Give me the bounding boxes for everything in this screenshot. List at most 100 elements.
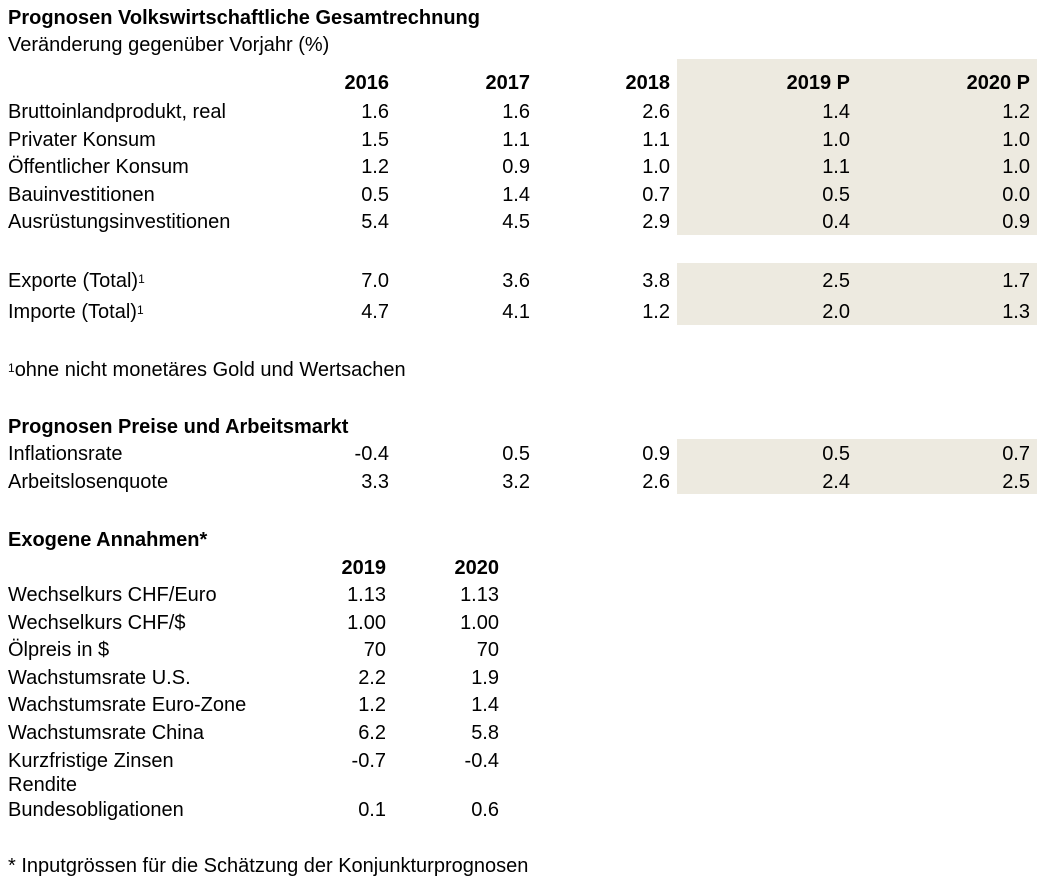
cell: 1.5 [361,129,389,151]
gdp-footnote: 1ohne nicht monetäres Gold und Wertsache… [8,358,406,382]
cell: 5.8 [471,722,499,744]
cell: 1.13 [347,584,386,606]
cell: 1.00 [460,612,499,634]
row-label-text: Exporte (Total) [8,270,139,292]
row-label: Öffentlicher Konsum [8,156,189,178]
cell: 2.0 [822,301,850,323]
row-label: Rendite [8,774,77,796]
cell: 3.2 [502,471,530,493]
cell: 1.7 [1002,270,1030,292]
cell: 2.6 [642,471,670,493]
cell: 0.7 [1002,443,1030,465]
cell: 1.4 [822,101,850,123]
col-header: 2019 [341,557,387,579]
row-label: Ausrüstungsinvestitionen [8,211,231,233]
row-label: Kurzfristige Zinsen [8,750,174,772]
cell: 1.4 [471,694,499,716]
cell: 1.0 [822,129,850,151]
row-label: Exporte (Total)1 [8,269,145,293]
col-header: 2017 [485,72,531,94]
cell: 2.6 [642,101,670,123]
cell: 2.5 [1002,471,1030,493]
cell: 0.1 [358,799,386,821]
assumptions-footnote: * Inputgrössen für die Schätzung der Kon… [8,855,529,877]
cell: 1.3 [1002,301,1030,323]
cell: 2.2 [358,667,386,689]
cell: 0.5 [822,443,850,465]
cell: 1.9 [471,667,499,689]
cell: 1.0 [1002,156,1030,178]
cell: 0.9 [502,156,530,178]
row-label: Wachstumsrate Euro-Zone [8,694,247,716]
col-header: 2020 P [966,72,1030,94]
cell: 70 [476,639,499,661]
cell: 1.00 [347,612,386,634]
forecast-shade-prices [677,439,1037,494]
cell: 0.5 [822,184,850,206]
cell: 1.1 [822,156,850,178]
cell: 1.2 [1002,101,1030,123]
prices-title: Prognosen Preise und Arbeitsmarkt [8,416,349,438]
cell: 3.3 [361,471,389,493]
cell: 2.5 [822,270,850,292]
row-label: Wachstumsrate U.S. [8,667,191,689]
cell: 4.1 [502,301,530,323]
cell: 1.2 [642,301,670,323]
cell: 6.2 [358,722,386,744]
cell: 7.0 [361,270,389,292]
assumptions-title: Exogene Annahmen* [8,529,208,551]
cell: 0.4 [822,211,850,233]
cell: 2.9 [642,211,670,233]
row-label-text: Importe (Total) [8,301,137,323]
col-header: 2018 [625,72,671,94]
forecast-shade-trade [677,263,1037,325]
cell: 4.7 [361,301,389,323]
col-header: 2020 [454,557,500,579]
cell: 5.4 [361,211,389,233]
cell: 4.5 [502,211,530,233]
cell: 3.8 [642,270,670,292]
cell: 1.6 [361,101,389,123]
gdp-title: Prognosen Volkswirtschaftliche Gesamtrec… [8,7,480,29]
gdp-subtitle: Veränderung gegenüber Vorjahr (%) [8,34,330,56]
footnote-text: ohne nicht monetäres Gold und Wertsachen [14,359,406,381]
cell: 1.0 [1002,129,1030,151]
cell: 0.5 [502,443,530,465]
cell: 1.2 [361,156,389,178]
cell: 1.6 [502,101,530,123]
row-label: Arbeitslosenquote [8,471,169,493]
row-label: Wechselkurs CHF/Euro [8,584,217,606]
cell: 1.1 [502,129,530,151]
cell: 70 [363,639,386,661]
row-label-line2: Bundesobligationen [8,799,184,821]
row-label: Inflationsrate [8,443,123,465]
forecast-shade-gdp [677,59,1037,235]
cell: 0.5 [361,184,389,206]
cell: -0.7 [351,750,386,772]
cell: 0.0 [1002,184,1030,206]
row-label: Bruttoinlandprodukt, real [8,101,226,123]
cell: 0.7 [642,184,670,206]
footnote-marker: 1 [138,272,145,286]
row-label: Bauinvestitionen [8,184,155,206]
row-label: Privater Konsum [8,129,156,151]
cell: -0.4 [464,750,499,772]
col-header: 2019 P [786,72,850,94]
footnote-marker: 1 [136,303,144,317]
cell: 1.13 [460,584,499,606]
row-label: Importe (Total)1 [8,300,144,324]
cell: -0.4 [354,443,389,465]
col-header: 2016 [344,72,390,94]
cell: 1.2 [358,694,386,716]
cell: 0.9 [1002,211,1030,233]
row-label: Wechselkurs CHF/$ [8,612,186,634]
cell: 1.1 [642,129,670,151]
row-label: Ölpreis in $ [8,639,110,661]
cell: 1.4 [502,184,530,206]
footnote-marker: 1 [8,361,15,375]
cell: 2.4 [822,471,850,493]
cell: 3.6 [502,270,530,292]
cell: 0.9 [642,443,670,465]
cell: 0.6 [471,799,499,821]
cell: 1.0 [642,156,670,178]
